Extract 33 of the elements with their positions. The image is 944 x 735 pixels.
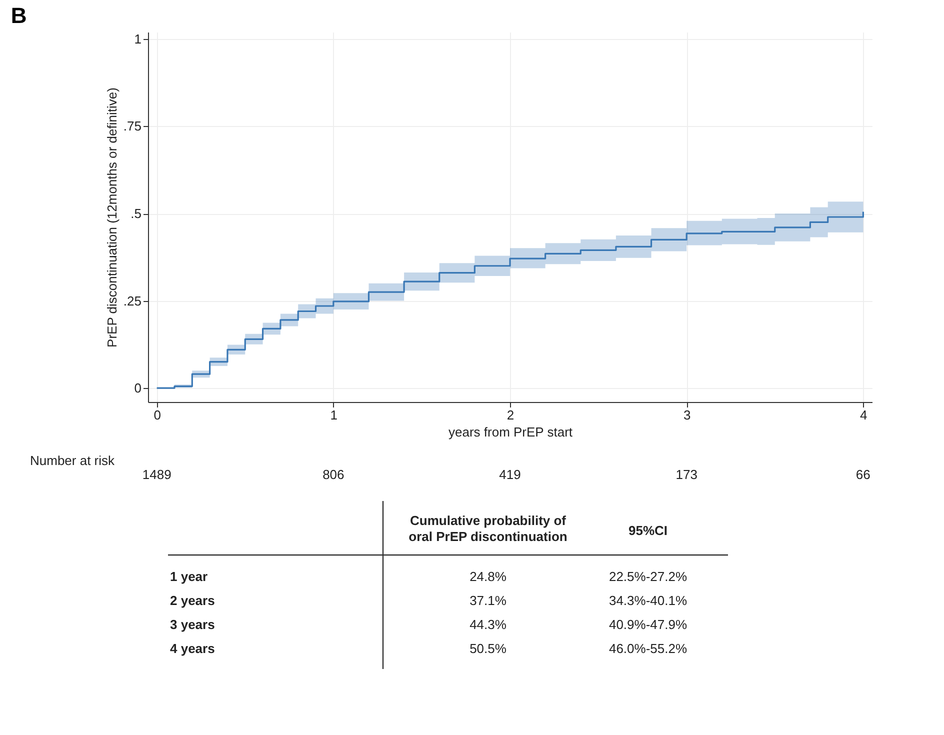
- text: 2 years: [170, 593, 215, 608]
- text: Number at risk: [30, 453, 116, 468]
- text: 3 years: [170, 617, 215, 632]
- y-tick-label: .75: [123, 118, 142, 134]
- chart-title: B: [10, 3, 27, 28]
- text: 46.0%-55.2%: [608, 641, 688, 656]
- text: 37.1%: [470, 593, 507, 608]
- text: Cumulative probability of oral PrEP discontinuation: [408, 513, 568, 544]
- text: 1489: [142, 467, 172, 482]
- text: 34.3%-40.1%: [608, 593, 688, 608]
- x-tick-label: 2: [506, 408, 514, 422]
- x-tick-label: 3: [683, 408, 691, 422]
- x-tick-label: 4: [860, 408, 868, 422]
- text: 24.8%: [470, 569, 507, 584]
- text: 806: [322, 467, 344, 482]
- y-tick-label: 0: [134, 380, 142, 396]
- x-axis-title: years from PrEP start: [448, 424, 573, 440]
- text: 40.9%-47.9%: [608, 617, 688, 632]
- x-tick-label: 1: [330, 408, 338, 422]
- y-axis-title: PrEP discontinuation (12months or definitive): [104, 88, 120, 348]
- y-tick-label: .5: [130, 206, 142, 222]
- text: 1 year: [170, 569, 208, 584]
- text: 50.5%: [470, 641, 507, 656]
- x-tick-label: 0: [154, 408, 161, 422]
- text: 173: [676, 467, 698, 482]
- text: 66: [856, 467, 870, 482]
- text: 22.5%-27.2%: [608, 569, 688, 584]
- text: 44.3%: [470, 617, 507, 632]
- text: 95%CI: [628, 523, 668, 538]
- y-tick-label: .25: [123, 293, 142, 308]
- text: 4 years: [170, 641, 215, 656]
- text: 419: [499, 467, 521, 482]
- y-tick-label: 1: [134, 31, 142, 46]
